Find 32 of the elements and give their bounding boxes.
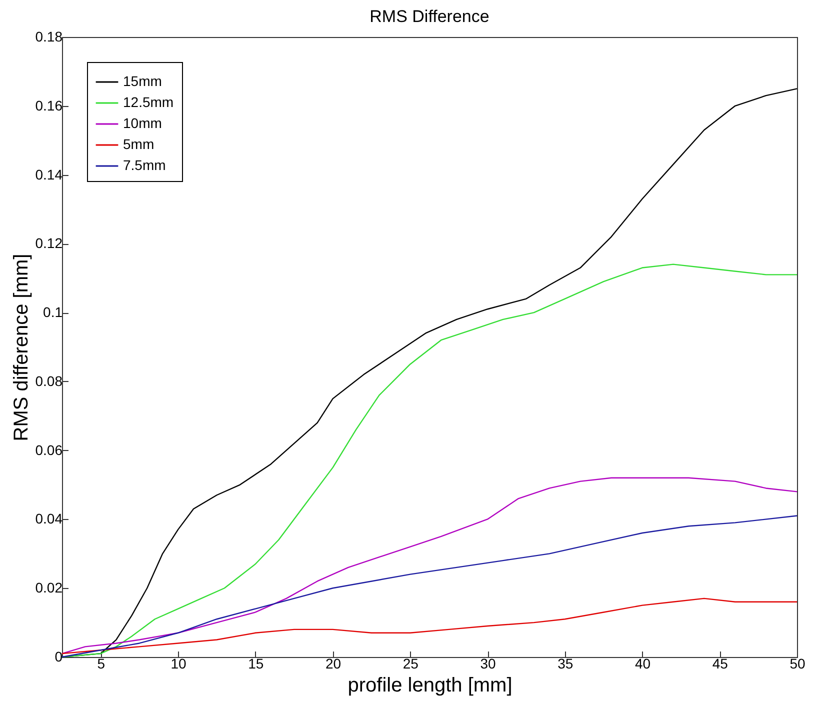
line-series	[61, 515, 798, 658]
x-tick-label: 5	[97, 656, 106, 672]
x-tick-label: 25	[402, 656, 419, 672]
x-tick-label: 40	[634, 656, 651, 672]
y-tick-label: 0.04	[35, 510, 63, 527]
y-axis-title: RMS difference [mm]	[10, 254, 32, 442]
line-series	[61, 264, 798, 658]
x-tick-label: 30	[480, 656, 496, 672]
legend-label: 12.5mm	[123, 94, 174, 110]
x-tick-label: 20	[326, 656, 342, 672]
x-tick-label: 50	[790, 656, 806, 672]
x-tick-label: 45	[712, 656, 728, 672]
x-tick-label: 15	[248, 656, 264, 672]
x-tick-label: 35	[558, 656, 574, 672]
line-series	[61, 477, 798, 654]
line-series	[61, 598, 798, 654]
x-axis-title: profile length [mm]	[348, 674, 512, 696]
y-tick-label: 0	[54, 648, 63, 664]
y-tick-label: 0.18	[35, 28, 63, 44]
legend-label: 7.5mm	[123, 157, 166, 173]
y-tick-label: 0.02	[35, 580, 63, 596]
y-tick-label: 0.14	[35, 166, 63, 182]
legend-label: 10mm	[123, 115, 162, 131]
x-tick-label: 10	[170, 656, 187, 672]
y-tick-label: 0.16	[35, 97, 63, 114]
legend-label: 15mm	[123, 73, 162, 89]
y-tick-label: 0.06	[35, 442, 63, 458]
y-tick-label: 0.1	[43, 304, 63, 320]
legend-label: 5mm	[123, 136, 154, 152]
y-tick-label: 0.12	[35, 235, 63, 252]
y-tick-label: 0.08	[35, 372, 63, 389]
chart-title: RMS Difference	[370, 7, 490, 26]
